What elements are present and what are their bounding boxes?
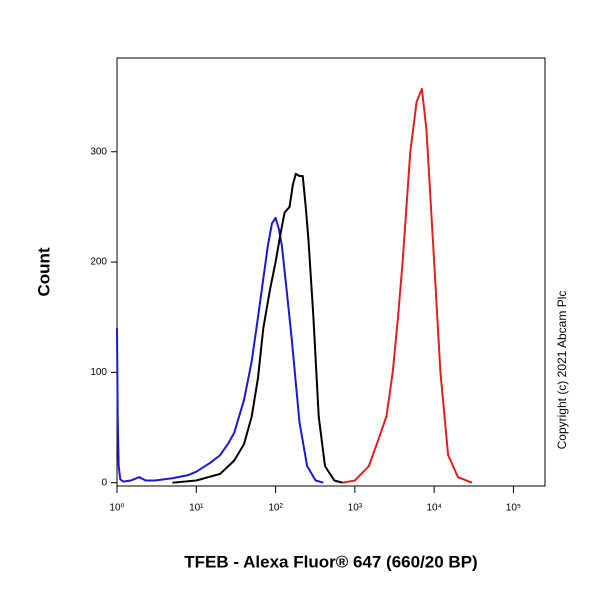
histogram-line: [342, 87, 473, 484]
y-tick-label: 0: [101, 477, 107, 488]
histogram-line: [172, 172, 343, 484]
x-tick-label: 10⁴: [426, 503, 441, 514]
x-axis-title: TFEB - Alexa Fluor® 647 (660/20 BP): [184, 552, 477, 571]
x-tick-label: 10⁵: [506, 503, 521, 514]
y-tick-label: 200: [90, 257, 107, 268]
y-tick-label: 300: [90, 146, 107, 157]
y-axis-title: Count: [34, 247, 53, 296]
plot-frame: [116, 57, 546, 487]
x-tick-label: 10³: [348, 503, 363, 514]
x-tick-label: 10²: [268, 503, 283, 514]
copyright: Copyright (c) 2021 Abcam Plc: [555, 291, 569, 450]
x-tick-label: 10¹: [189, 503, 204, 514]
histogram-line: [116, 216, 324, 484]
x-tick-label: 10⁰: [109, 503, 124, 514]
y-tick-label: 100: [90, 367, 107, 378]
